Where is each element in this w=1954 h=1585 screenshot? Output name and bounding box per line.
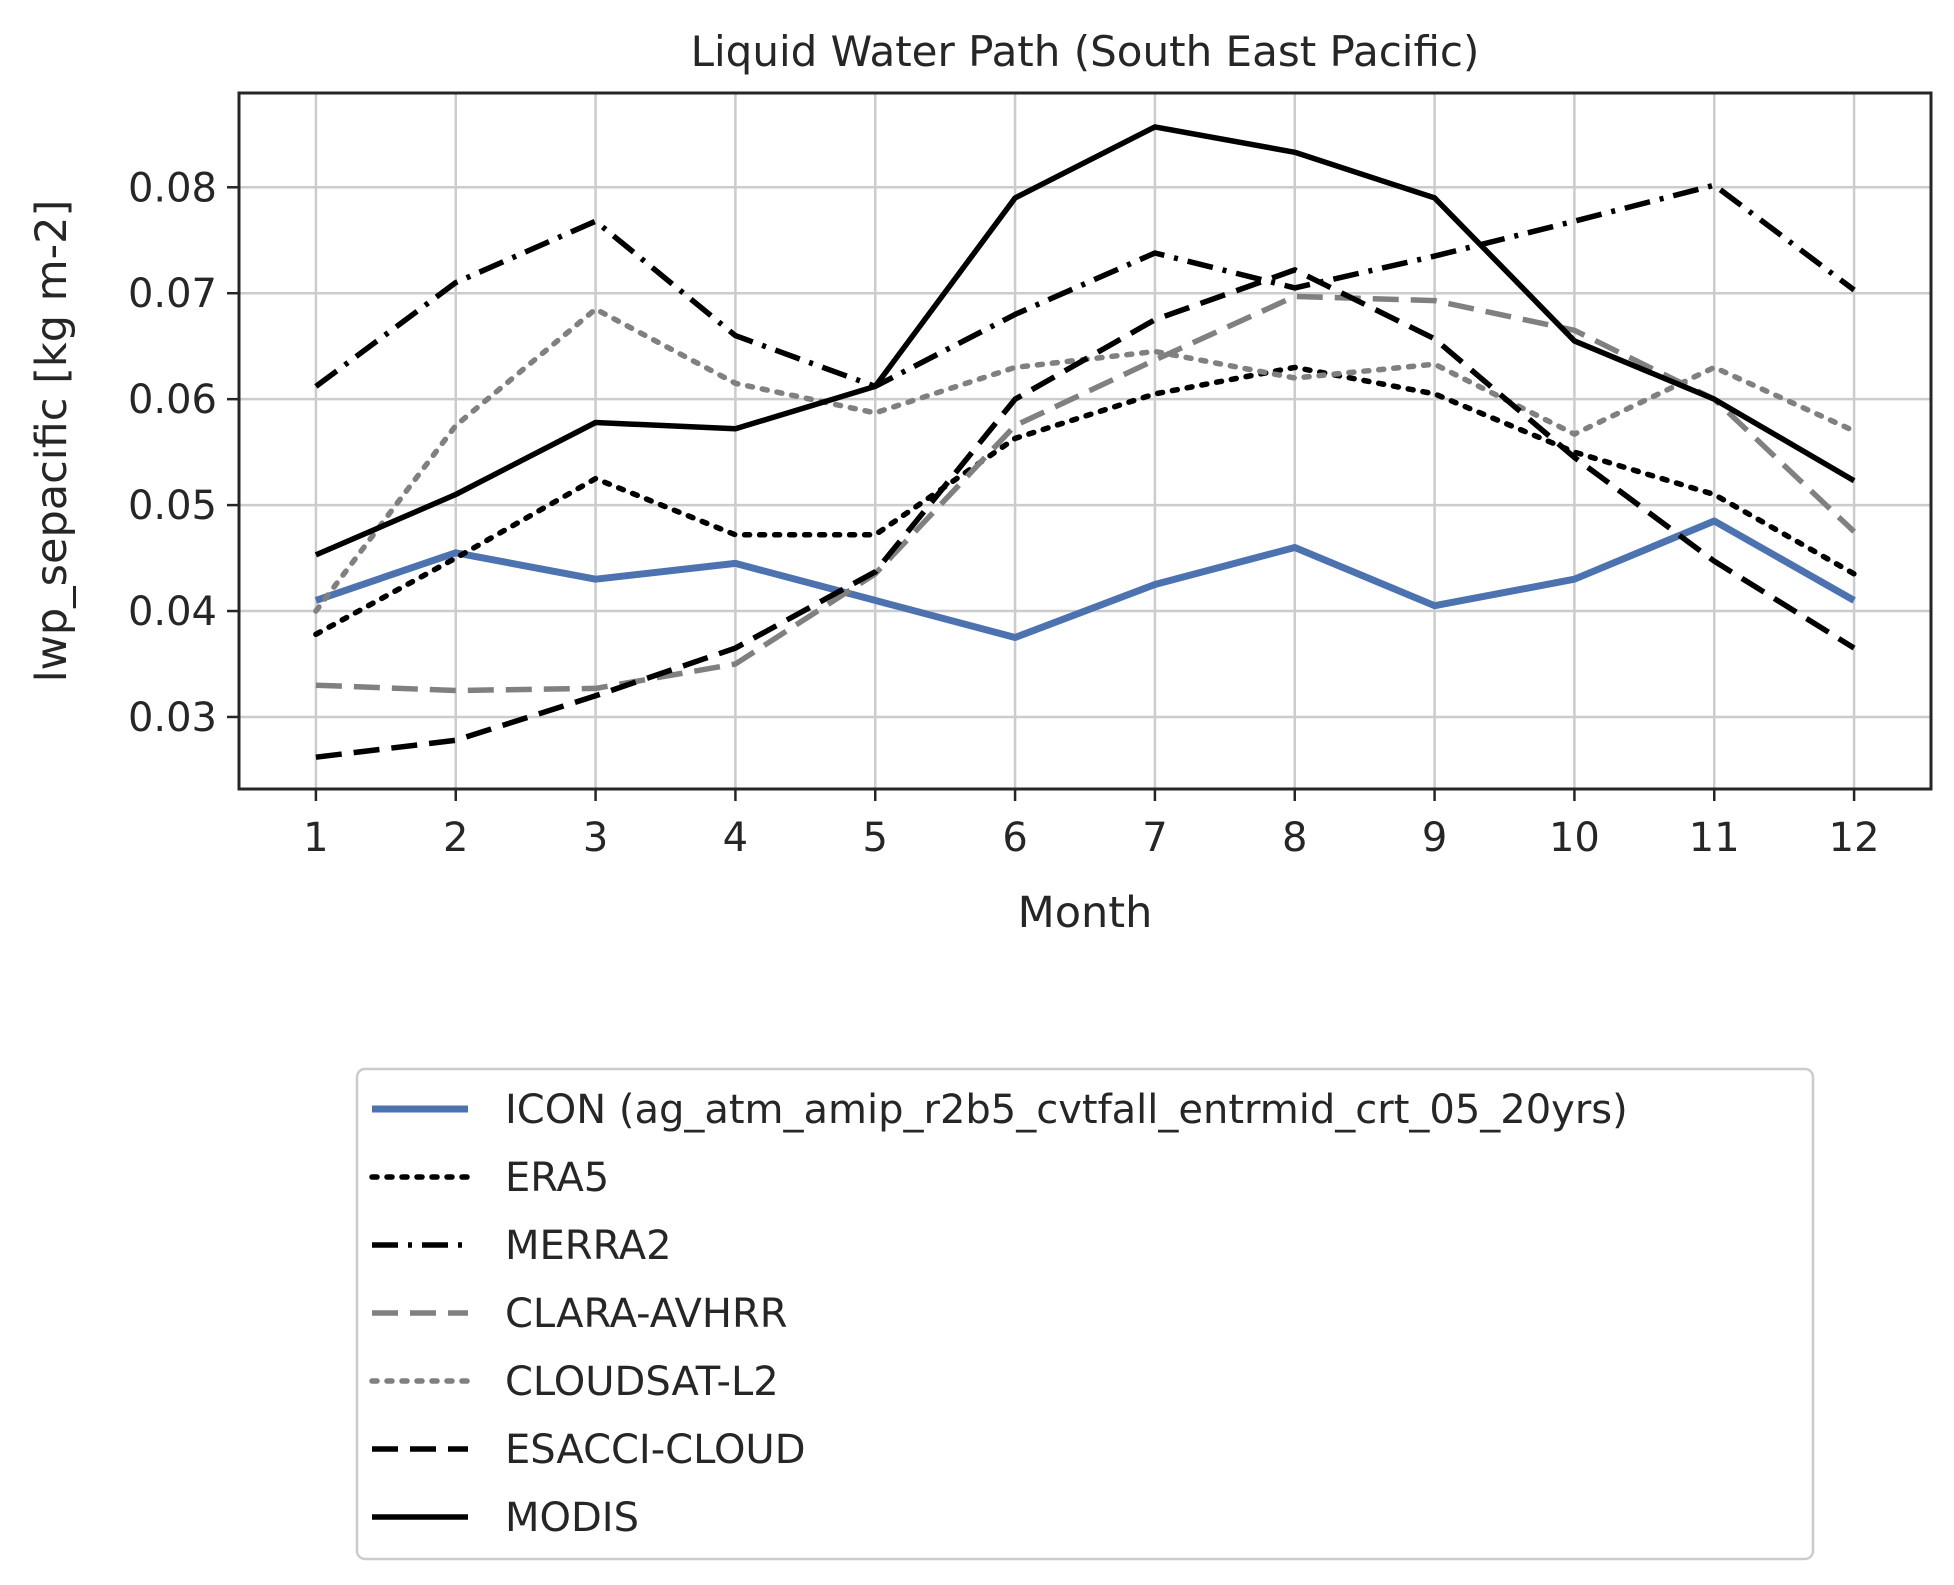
- plot-frame: [237, 91, 1933, 791]
- series-line-era5: [313, 364, 1857, 638]
- y-tick-label: 0.05: [128, 483, 217, 529]
- y-axis-ticks: 0.03 0.04 0.05 0.06 0.07 0.08: [128, 165, 239, 741]
- series-line-esacci-cloud: [315, 267, 1856, 760]
- x-tick-label: 7: [1142, 815, 1167, 861]
- y-tick-label: 0.06: [128, 377, 217, 423]
- x-tick-label: 9: [1422, 815, 1447, 861]
- series-lines: [313, 124, 1857, 760]
- x-tick-label: 11: [1689, 815, 1740, 861]
- chart-title: Liquid Water Path (South East Pacific): [691, 27, 1480, 76]
- x-tick-label: 2: [443, 815, 468, 861]
- y-tick-label: 0.07: [128, 271, 217, 317]
- x-tick-label: 1: [303, 815, 328, 861]
- legend-entries: ICON (ag_atm_amip_r2b5_cvtfall_entrmid_c…: [369, 1087, 1628, 1541]
- series-line-clara-avhrr: [315, 293, 1856, 694]
- legend-label: CLOUDSAT-L2: [505, 1359, 779, 1405]
- x-tick-label: 5: [863, 815, 888, 861]
- series-line-merra2: [314, 182, 1856, 390]
- x-tick-label: 4: [723, 815, 748, 861]
- x-axis-title: Month: [1018, 888, 1153, 938]
- legend-label: ESACCI-CLOUD: [505, 1427, 806, 1473]
- x-tick-label: 8: [1282, 815, 1307, 861]
- x-tick-label: 6: [1002, 815, 1027, 861]
- x-tick-label: 12: [1829, 815, 1880, 861]
- y-tick-label: 0.04: [128, 589, 217, 635]
- legend-label: MERRA2: [505, 1223, 672, 1269]
- y-axis-title: lwp_sepacific [kg m-2]: [27, 200, 77, 683]
- x-tick-label: 3: [583, 815, 608, 861]
- series-line-modis: [314, 124, 1856, 558]
- legend-box: [355, 1067, 1815, 1561]
- legend-label: MODIS: [505, 1495, 639, 1541]
- legend-label: ERA5: [505, 1155, 609, 1201]
- y-tick-label: 0.03: [128, 695, 217, 741]
- series-line-icon-ag-atm-amip-r2b5-cvtfall-entrmid-crt-05-20yrs: [314, 517, 1856, 641]
- x-tick-label: 10: [1549, 815, 1600, 861]
- legend-label: ICON (ag_atm_amip_r2b5_cvtfall_entrmid_c…: [505, 1087, 1628, 1133]
- legend-label: CLARA-AVHRR: [505, 1291, 788, 1337]
- legend: ICON (ag_atm_amip_r2b5_cvtfall_entrmid_c…: [355, 1067, 1815, 1561]
- x-axis-ticks: 1 2 3 4 5 6 7 8 9 10 11 12: [303, 789, 1880, 861]
- y-tick-label: 0.08: [128, 165, 217, 211]
